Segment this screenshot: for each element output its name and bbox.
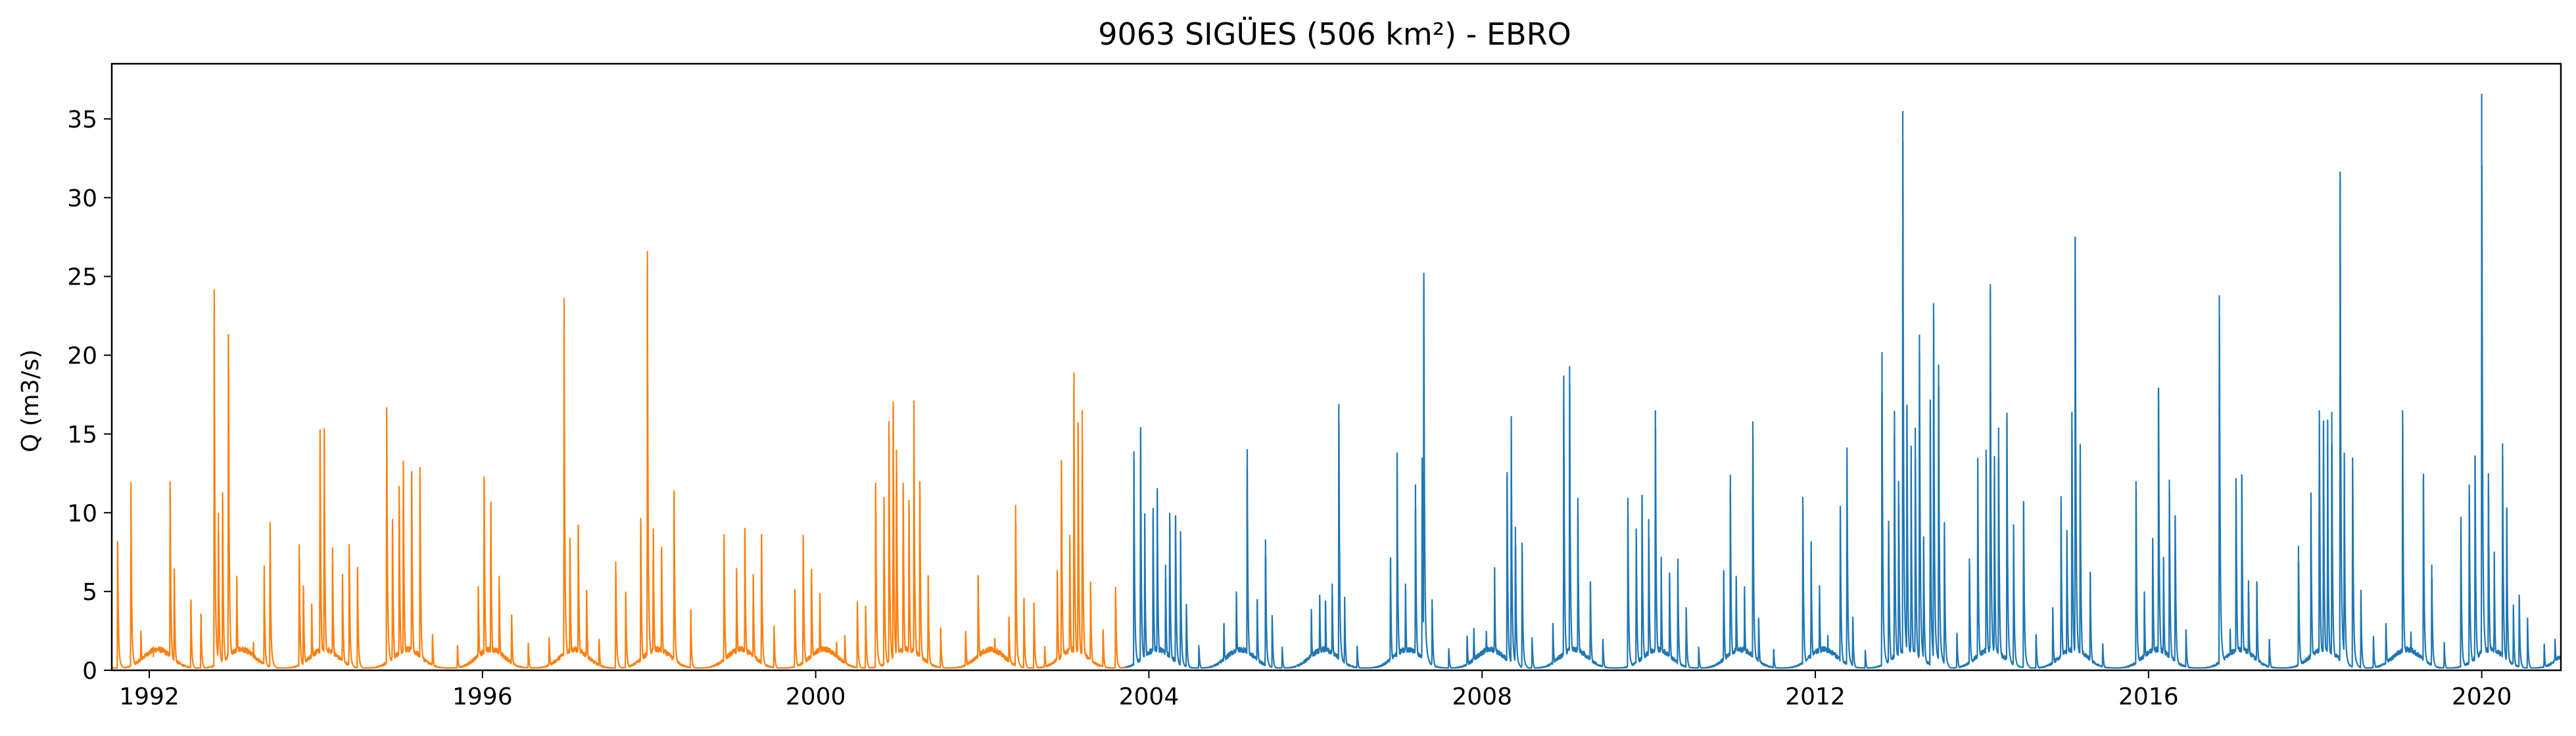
y-tick-label: 30 <box>67 185 97 212</box>
y-tick-label: 25 <box>67 264 97 291</box>
x-tick-label: 2000 <box>786 683 846 710</box>
series-layer <box>111 93 2562 669</box>
y-axis-label: Q (m3/s) <box>17 350 44 453</box>
chart-title: 9063 SIGÜES (506 km²) - EBRO <box>1098 16 1571 52</box>
x-tick-label: 2020 <box>2452 683 2512 710</box>
x-tick-label: 2004 <box>1119 683 1180 710</box>
y-axis-ticks: 0 5 10 15 20 25 30 35 <box>67 106 112 685</box>
series-line-1 <box>111 250 1126 669</box>
series-line-2 <box>1125 141 2562 669</box>
x-tick-label: 1996 <box>452 683 513 710</box>
x-axis-ticks: 1992 1996 2000 2004 2008 2012 2016 2020 <box>119 670 2512 710</box>
x-tick-label: 2016 <box>2118 683 2179 710</box>
y-tick-label: 35 <box>67 106 97 133</box>
plot-frame <box>110 62 2562 672</box>
y-tick-label: 20 <box>67 343 97 370</box>
x-tick-label: 2008 <box>1452 683 1512 710</box>
y-tick-label: 0 <box>82 658 97 685</box>
y-tick-label: 15 <box>67 421 97 448</box>
y-tick-label: 10 <box>67 500 97 527</box>
x-tick-label: 1992 <box>119 683 179 710</box>
y-tick-label: 5 <box>82 579 97 606</box>
x-tick-label: 2012 <box>1785 683 1846 710</box>
